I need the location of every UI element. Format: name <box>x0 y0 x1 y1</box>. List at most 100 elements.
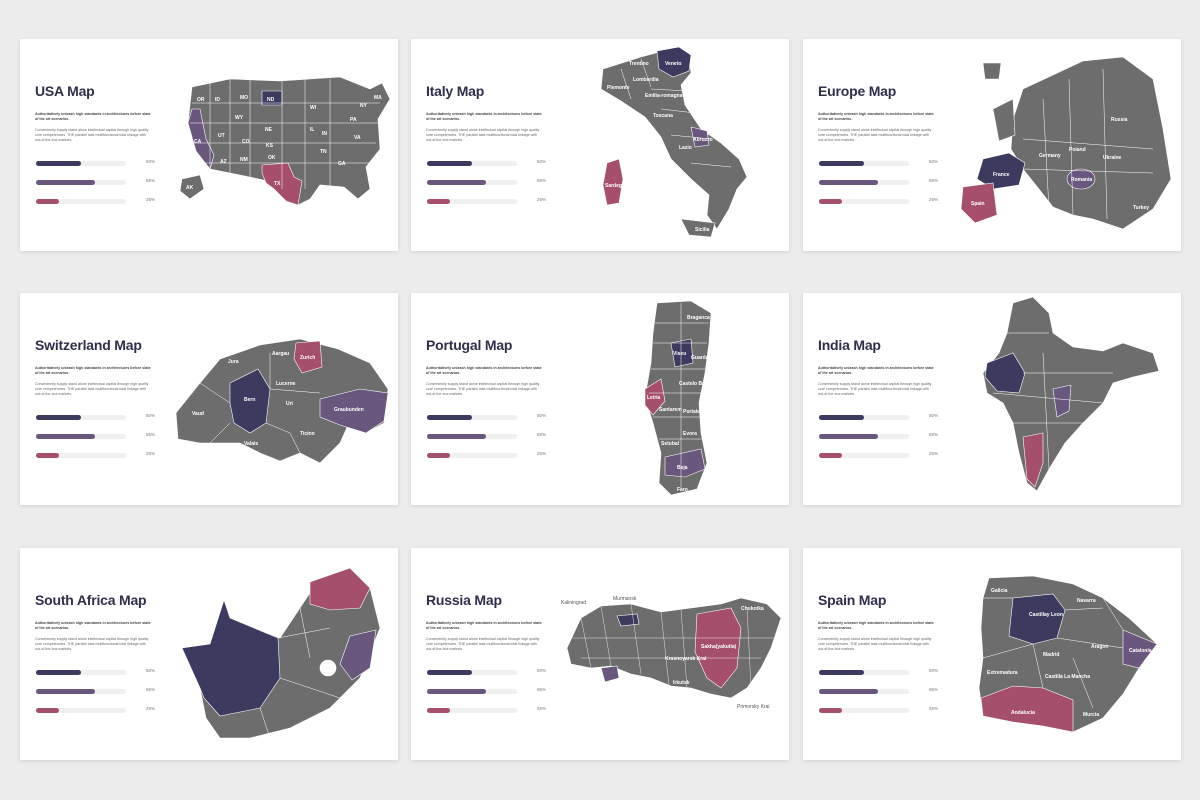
slide-description: Conveniently supply stand alone intellec… <box>426 382 540 397</box>
progress-track <box>427 199 517 204</box>
progress-row: 50% <box>427 668 551 687</box>
map-label-id: ID <box>215 97 220 103</box>
slide-italy-map[interactable]: Italy Map Authoritatively unleash high s… <box>411 39 789 251</box>
map-label-ak: AK <box>186 185 194 191</box>
map-label-murmansk: Murmansk <box>613 596 637 602</box>
map-label-emilia: Emilia-romagna <box>645 93 683 99</box>
progress-bars: 50% 65% 25% <box>427 159 551 216</box>
slide-subtitle: Authoritatively unleash high standards i… <box>35 112 151 121</box>
map-label-santarem: Santarem <box>659 407 682 413</box>
map-label-primorsky: Primorsky Krai <box>737 704 770 710</box>
portugal-map-graphic: Viseu Braganca Guarda Castelo Branco Lei… <box>561 293 789 505</box>
slide-switzerland-map[interactable]: Switzerland Map Authoritatively unleash … <box>20 293 398 505</box>
progress-row: 65% <box>36 432 160 451</box>
progress-percent: 25% <box>537 451 547 456</box>
progress-track <box>819 161 909 166</box>
map-label-andalucia: Andalucia <box>1011 710 1035 716</box>
map-label-sardegna: Sardegna <box>605 183 628 189</box>
map-label-il: IL <box>310 127 314 133</box>
progress-fill <box>819 708 842 713</box>
map-label-veneto: Veneto <box>665 61 681 67</box>
map-label-faro: Faro <box>677 487 688 493</box>
progress-row: 25% <box>36 197 160 216</box>
progress-percent: 65% <box>146 687 156 692</box>
map-label-ks: KS <box>266 143 274 149</box>
progress-bars: 50% 65% 25% <box>819 159 943 216</box>
progress-percent: 50% <box>537 668 547 673</box>
progress-percent: 50% <box>929 159 939 164</box>
map-label-germany: Germany <box>1039 153 1061 159</box>
map-label-portalegre: Portalegre <box>683 409 708 415</box>
progress-fill <box>427 161 472 166</box>
progress-percent: 25% <box>929 451 939 456</box>
progress-fill <box>427 453 450 458</box>
progress-track <box>427 689 517 694</box>
progress-fill <box>427 199 450 204</box>
progress-fill <box>36 180 95 185</box>
progress-percent: 25% <box>929 197 939 202</box>
progress-fill <box>36 434 95 439</box>
map-label-ticino: Ticino <box>300 431 315 437</box>
slide-usa-map[interactable]: USA Map Authoritatively unleash high sta… <box>20 39 398 251</box>
progress-row: 65% <box>427 178 551 197</box>
map-label-pa: PA <box>350 117 357 123</box>
progress-bars: 50% 65% 25% <box>36 413 160 470</box>
map-label-russia: Russia <box>1111 117 1128 123</box>
slide-title: Portugal Map <box>426 337 513 353</box>
slide-description: Conveniently supply stand alone intellec… <box>818 128 932 143</box>
slide-russia-map[interactable]: Russia Map Authoritatively unleash high … <box>411 548 789 760</box>
progress-bars: 50% 65% 25% <box>819 668 943 725</box>
progress-fill <box>36 415 81 420</box>
progress-fill <box>36 689 95 694</box>
map-label-ut: UT <box>218 133 225 139</box>
progress-row: 50% <box>427 413 551 432</box>
map-label-galicia: Galicia <box>991 588 1008 594</box>
slide-europe-map[interactable]: Europe Map Authoritatively unleash high … <box>803 39 1181 251</box>
map-label-lombardia: Lombardia <box>633 77 659 83</box>
map-label-co: CO <box>242 139 250 145</box>
slide-spain-map[interactable]: Spain Map Authoritatively unleash high s… <box>803 548 1181 760</box>
progress-bars: 50% 65% 25% <box>427 413 551 470</box>
map-label-nd: ND <box>267 97 275 103</box>
progress-track <box>36 708 126 713</box>
progress-track <box>819 453 909 458</box>
map-label-castillay-leon: Castillay Leon <box>1029 612 1063 618</box>
map-label-aargau: Aargau <box>272 351 289 357</box>
spain-map-graphic: Galicia Castillay Leon Aragon Catalonia … <box>953 548 1181 760</box>
progress-percent: 65% <box>146 432 156 437</box>
map-label-extremadura: Extremadura <box>987 670 1018 676</box>
progress-track <box>427 453 517 458</box>
slide-title: Europe Map <box>818 83 897 99</box>
progress-fill <box>819 670 864 675</box>
map-label-trentino: Trentino <box>629 61 649 67</box>
slide-india-map[interactable]: India Map Authoritatively unleash high s… <box>803 293 1181 505</box>
map-label-setubal: Setubal <box>661 441 680 447</box>
progress-percent: 65% <box>929 432 939 437</box>
progress-row: 25% <box>427 706 551 725</box>
progress-row: 25% <box>819 706 943 725</box>
slide-portugal-map[interactable]: Portugal Map Authoritatively unleash hig… <box>411 293 789 505</box>
progress-bars: 50% 65% 25% <box>36 159 160 216</box>
map-label-tn: TN <box>320 149 327 155</box>
slide-south-africa-map[interactable]: South Africa Map Authoritatively unleash… <box>20 548 398 760</box>
map-label-lucerne: Lucerne <box>276 381 296 387</box>
progress-percent: 65% <box>146 178 156 183</box>
map-label-leiria: Leiria <box>647 395 661 401</box>
slide-title: Italy Map <box>426 83 485 99</box>
map-label-in: IN <box>322 131 327 137</box>
map-label-va: VA <box>354 135 361 141</box>
map-label-piemonte: Piemonte <box>607 85 630 91</box>
progress-percent: 50% <box>146 413 156 418</box>
progress-percent: 65% <box>929 687 939 692</box>
progress-bars: 50% 65% 25% <box>819 413 943 470</box>
slide-subtitle: Authoritatively unleash high standards i… <box>818 621 934 630</box>
progress-track <box>36 670 126 675</box>
slide-title: South Africa Map <box>35 592 147 608</box>
europe-map-graphic: Russia Poland Germany France Spain Roman… <box>953 39 1181 251</box>
map-label-vaud: Vaud <box>192 411 204 417</box>
progress-fill <box>427 689 486 694</box>
slide-subtitle: Authoritatively unleash high standards i… <box>818 366 934 375</box>
map-label-abruzzo: Abruzzo <box>693 137 713 143</box>
map-label-ga: GA <box>338 161 346 167</box>
slide-description: Conveniently supply stand alone intellec… <box>35 382 149 397</box>
